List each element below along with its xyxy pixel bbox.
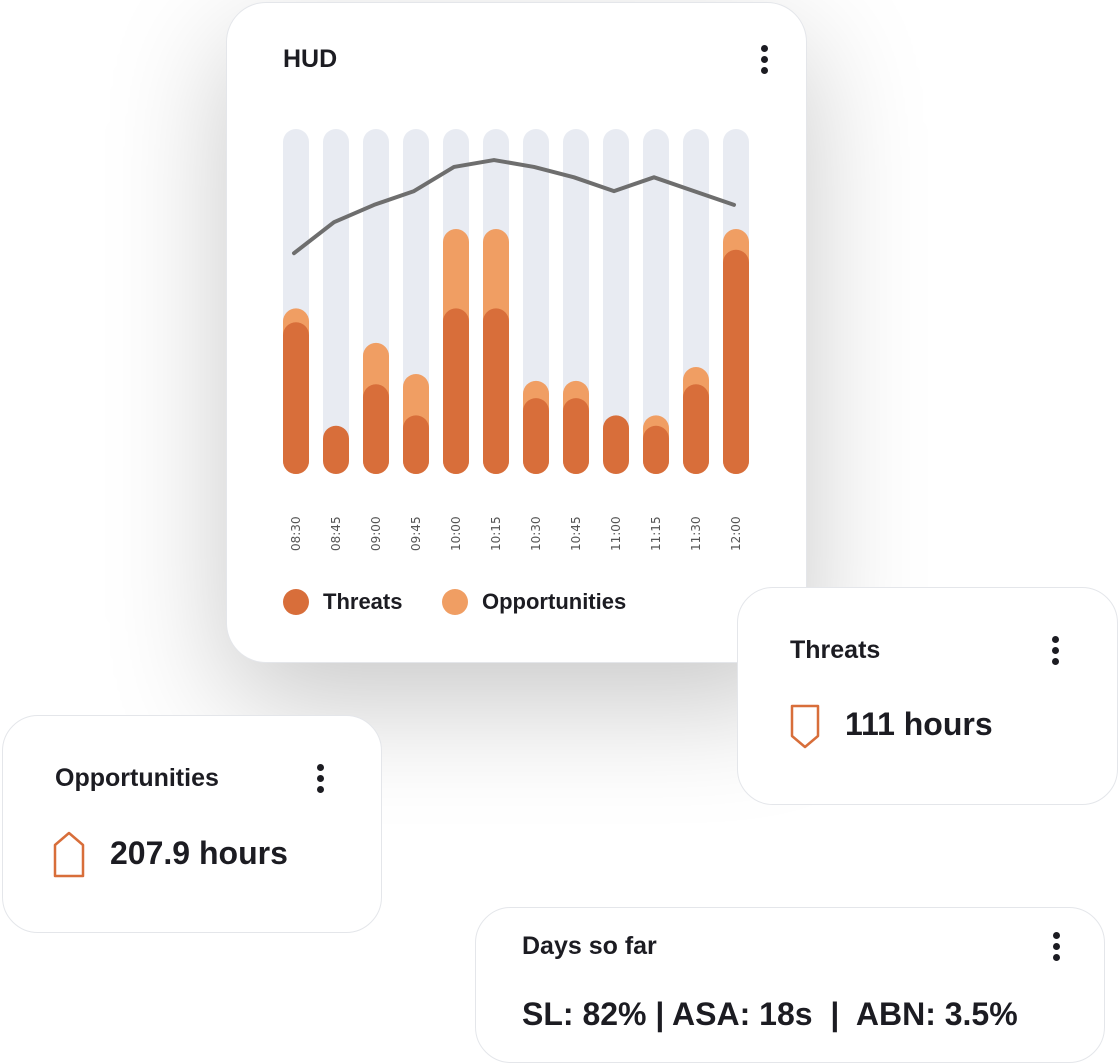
bar-threats — [723, 249, 749, 474]
days-stats: SL: 82% | ASA: 18s | ABN: 3.5% — [522, 996, 1018, 1032]
x-tick-label: 08:45 — [329, 516, 343, 551]
more-options-icon[interactable] — [315, 764, 325, 796]
legend-opportunities: Opportunities — [442, 589, 626, 615]
x-tick-label: 09:45 — [409, 516, 423, 551]
x-tick-label: 11:15 — [649, 516, 663, 551]
threats-card: Threats 111 hours — [737, 587, 1118, 805]
x-tick-label: 08:30 — [289, 516, 303, 551]
bar-threats — [523, 398, 549, 474]
bar-threats — [603, 415, 629, 474]
days-card: Days so far SL: 82% | ASA: 18s | ABN: 3.… — [475, 907, 1105, 1063]
opportunities-card: Opportunities 207.9 hours — [2, 715, 382, 933]
tag-down-icon — [790, 704, 820, 749]
days-title: Days so far — [522, 932, 657, 960]
opportunities-legend-dot — [442, 589, 468, 615]
legend-threats: Threats — [283, 589, 402, 615]
bar-threats — [283, 322, 309, 474]
bar-threats — [483, 308, 509, 474]
bar-threats — [403, 415, 429, 474]
tag-up-icon — [53, 831, 85, 878]
threats-value: 111 hours — [845, 706, 993, 742]
bar-threats — [443, 308, 469, 474]
bar-track — [603, 129, 629, 474]
hud-title: HUD — [283, 45, 338, 73]
more-options-icon[interactable] — [759, 45, 769, 77]
threats-title: Threats — [790, 636, 881, 664]
x-tick-label: 11:00 — [609, 516, 623, 551]
bar-track — [643, 129, 669, 474]
x-tick-label: 11:30 — [689, 516, 703, 551]
bar-threats — [563, 398, 589, 474]
more-options-icon[interactable] — [1051, 932, 1061, 964]
opportunities-value: 207.9 hours — [110, 835, 288, 871]
trend-line — [292, 158, 736, 256]
x-tick-label: 10:30 — [529, 516, 543, 551]
legend-label: Threats — [323, 589, 403, 614]
bar-threats — [323, 425, 349, 474]
bar-threats — [643, 425, 669, 474]
opportunities-title: Opportunities — [55, 764, 219, 792]
hud-card: HUD 08:30 08:45 09:00 09:45 10:00 10:15 10:30 1… — [226, 2, 807, 663]
legend-label: Opportunities — [482, 589, 627, 614]
hud-chart: 08:30 08:45 09:00 09:45 10:00 10:15 10:30 10:45… — [283, 129, 749, 551]
x-tick-label: 10:00 — [449, 516, 463, 551]
x-tick-label: 10:15 — [489, 516, 503, 551]
more-options-icon[interactable] — [1050, 636, 1060, 668]
bar-threats — [363, 384, 389, 474]
x-tick-label: 12:00 — [729, 516, 743, 551]
bar-track — [323, 129, 349, 474]
bar-threats — [683, 384, 709, 474]
x-tick-label: 10:45 — [569, 516, 583, 551]
threats-legend-dot — [283, 589, 309, 615]
x-tick-label: 09:00 — [369, 516, 383, 551]
